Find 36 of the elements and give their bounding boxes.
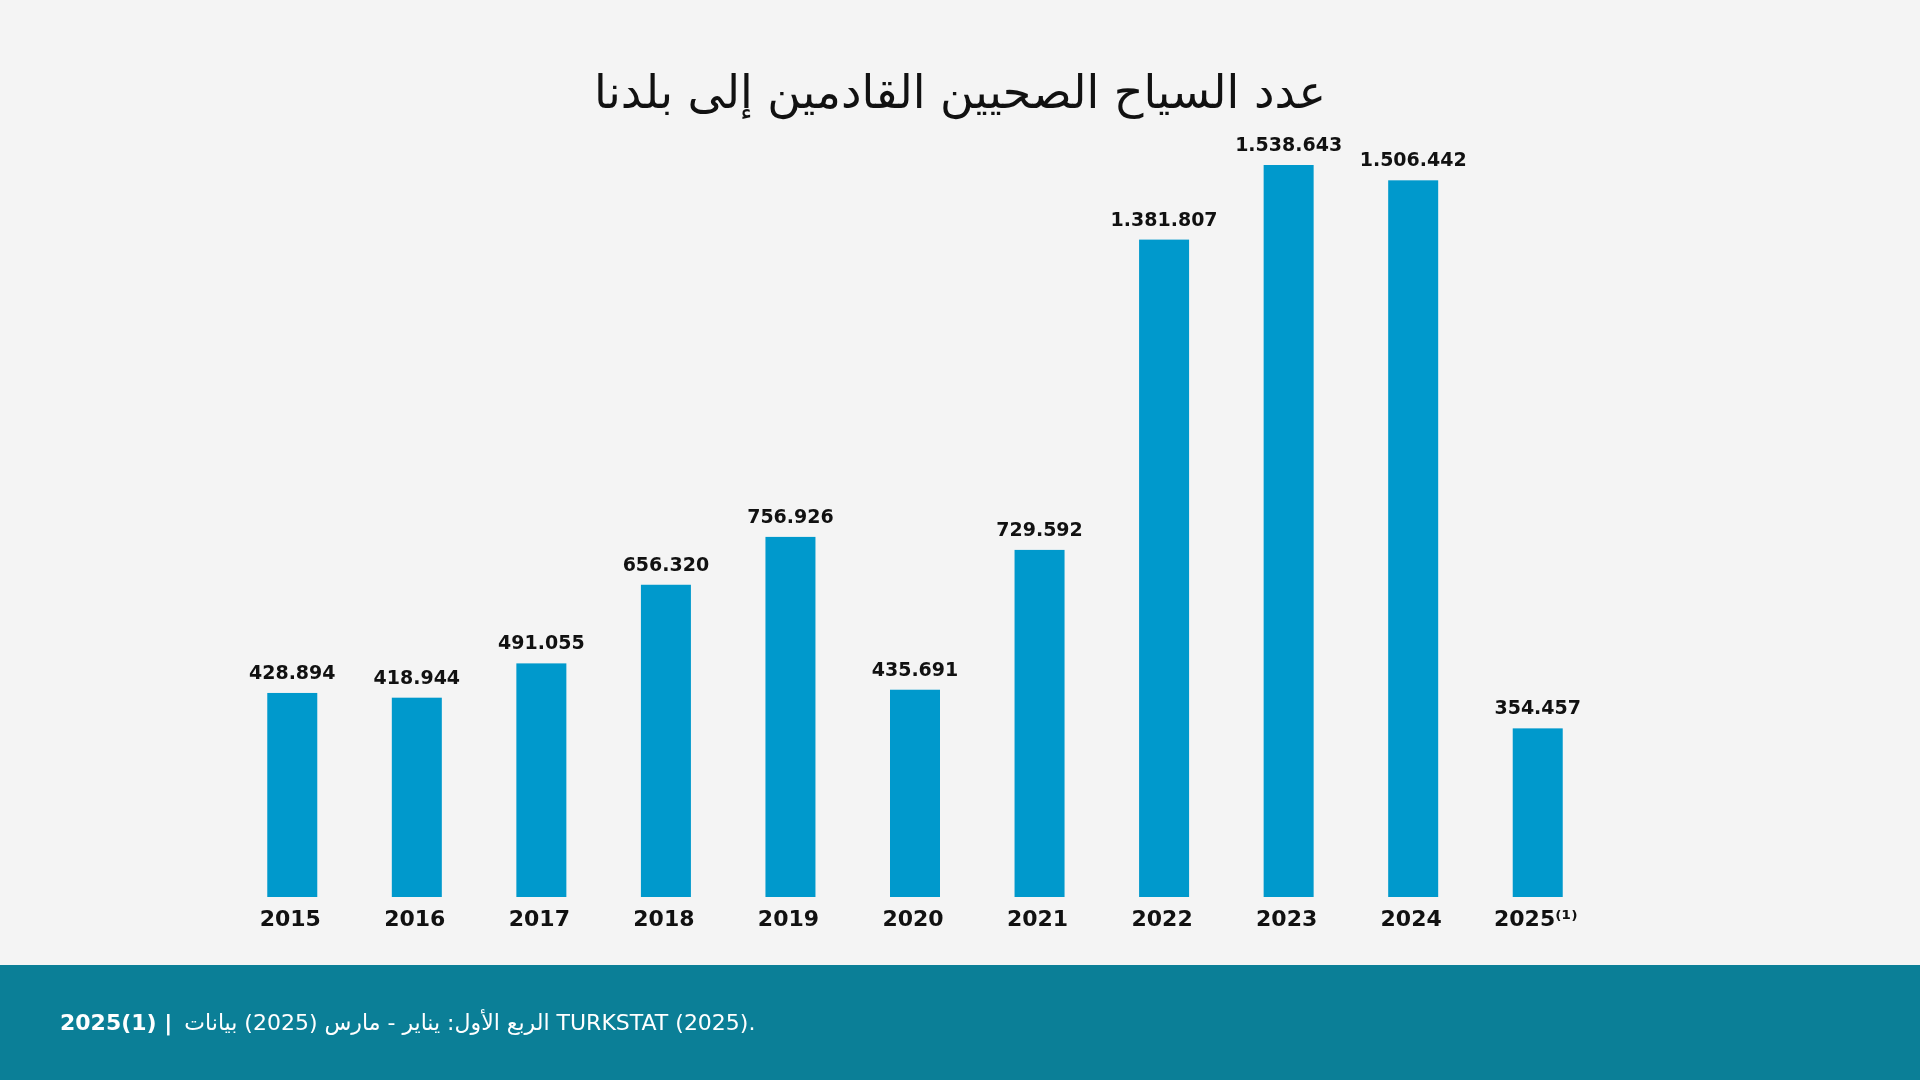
x-tick-label: 2022 xyxy=(1131,906,1193,931)
data-label: 729.592 xyxy=(996,517,1083,540)
x-tick-label: 2018 xyxy=(633,906,695,931)
x-tick-label: 2015 xyxy=(259,906,321,931)
bar xyxy=(1139,239,1190,897)
x-tick-label: 2019 xyxy=(757,906,820,931)
x-tick-label: 2016 xyxy=(384,906,446,931)
bar xyxy=(890,689,940,897)
text: الربع الأول: يناير - مارس (2025) بيانات TURKSTAT (2025). xyxy=(184,1009,756,1036)
bar xyxy=(267,692,318,897)
data-label: 1.538.643 xyxy=(1235,133,1343,155)
x-tick-label: 2025⁽¹⁾ xyxy=(1493,906,1578,931)
data-label: 435.691 xyxy=(871,657,959,680)
data-label: 656.320 xyxy=(622,552,710,575)
x-tick-label: 2023 xyxy=(1256,906,1318,931)
bar xyxy=(391,697,442,897)
x-tick-label: 2021 xyxy=(1006,906,1069,931)
bar xyxy=(765,536,816,897)
data-label: 756.926 xyxy=(747,504,834,527)
x-tick-label: 2024 xyxy=(1380,906,1442,931)
data-label: 418.944 xyxy=(373,665,461,688)
bar xyxy=(1388,180,1439,897)
bar xyxy=(1263,165,1314,897)
data-label: 1.506.442 xyxy=(1359,148,1467,171)
data-label: 1.381.807 xyxy=(1110,207,1218,230)
bar xyxy=(640,584,691,897)
bar xyxy=(516,663,567,897)
bar xyxy=(1512,728,1563,897)
data-label: 428.894 xyxy=(249,660,336,683)
data-label: 491.055 xyxy=(498,631,585,654)
x-tick-label: 2017 xyxy=(508,906,570,931)
text: 2025(1) | xyxy=(60,1010,173,1036)
bar xyxy=(1014,549,1065,897)
data-label: 354.457 xyxy=(1494,696,1581,719)
x-tick-label: 2020 xyxy=(882,906,944,931)
chart-title: عدد السياح الصحيين القادمين إلى بلدنا xyxy=(593,65,1327,120)
